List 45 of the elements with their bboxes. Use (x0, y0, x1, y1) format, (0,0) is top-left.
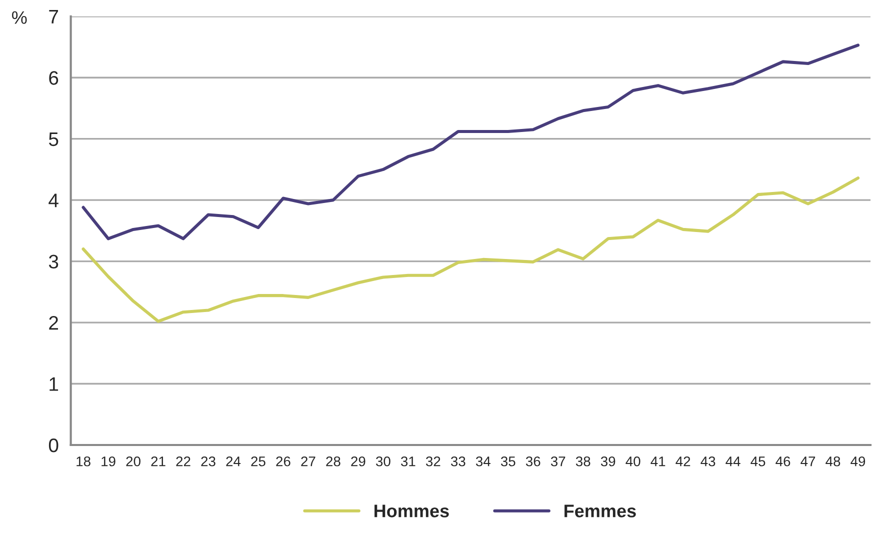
x-tick-label: 44 (726, 456, 740, 466)
x-tick-label: 45 (750, 456, 766, 466)
y-tick-label: 0 (48, 438, 58, 452)
legend-label: Femmes (564, 504, 636, 518)
x-tick-label: 30 (376, 456, 390, 466)
y-tick-label: 3 (48, 254, 58, 269)
x-tick-label: 47 (800, 456, 816, 466)
x-tick-label: 40 (626, 456, 640, 466)
x-tick-label: 23 (201, 456, 216, 466)
x-tick-label: 29 (351, 456, 366, 466)
line-series (82, 176, 860, 323)
x-tick-label: 37 (550, 456, 566, 466)
y-tick-label: 2 (49, 316, 58, 330)
y-tick-label: 1 (50, 377, 58, 391)
x-tick-label: 43 (700, 456, 716, 466)
y-axis-title: % (12, 11, 27, 24)
x-tick-label: 36 (526, 456, 540, 466)
x-tick-label: 22 (176, 456, 190, 466)
x-tick-label: 31 (400, 456, 416, 466)
x-tick-label: 49 (850, 456, 866, 466)
x-tick-label: 18 (76, 456, 90, 466)
x-tick-label: 33 (450, 456, 466, 466)
x-tick-label: 19 (102, 456, 116, 466)
x-tick-label: 27 (301, 456, 316, 466)
y-tick-label: 7 (49, 10, 58, 24)
x-tick-label: 41 (650, 456, 666, 466)
x-tick-label: 42 (676, 456, 690, 466)
y-tick-label: 6 (49, 71, 58, 85)
x-tick-label: 24 (226, 456, 241, 466)
x-tick-label: 25 (251, 456, 266, 466)
x-tick-label: 26 (276, 456, 290, 466)
x-tick-label: 39 (600, 456, 616, 466)
x-tick-label: 28 (326, 456, 340, 466)
y-tick-label: 5 (48, 132, 58, 146)
legend-label: Hommes (374, 504, 449, 518)
x-tick-label: 38 (576, 456, 590, 466)
x-tick-label: 46 (776, 456, 790, 466)
x-tick-label: 34 (476, 456, 490, 466)
x-tick-label: 20 (126, 456, 140, 466)
x-tick-label: 21 (151, 456, 166, 466)
x-tick-label: 35 (500, 456, 516, 466)
x-tick-label: 32 (426, 456, 440, 466)
x-tick-label: 48 (826, 456, 840, 466)
line-series (82, 44, 860, 240)
y-tick-label: 4 (48, 194, 58, 208)
